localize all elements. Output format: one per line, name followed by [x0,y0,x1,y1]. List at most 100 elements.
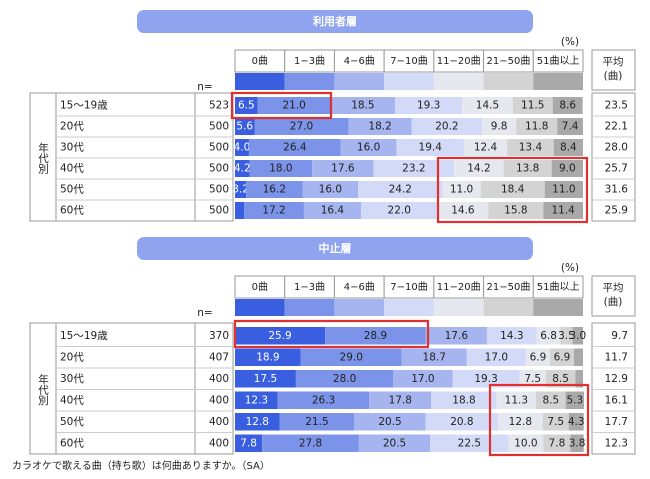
category-label: 40代 [60,163,84,175]
n-value: 500 [209,142,229,154]
bar-segment [235,391,278,409]
bar-segment [466,348,526,366]
value-label: 28.9 [364,330,387,342]
bar-segment [553,139,583,156]
value-label: 20.2 [435,121,458,133]
value-label: 18.5 [351,100,374,112]
legend-swatch [483,299,534,316]
n-value: 400 [209,416,229,428]
bar-segment [544,181,583,198]
avg-header: 平均 [603,282,624,294]
bar-segment [235,370,296,388]
average-label: 25.9 [605,205,628,217]
value-label: 20.5 [383,437,406,449]
average-label: 25.7 [605,163,628,175]
n-value: 400 [209,437,229,449]
legend-swatch [433,299,484,316]
value-label: 27.0 [290,121,313,133]
legend-label: 51曲以上 [537,281,580,293]
value-label: 4.0 [234,142,251,154]
unit-label: (%) [561,262,579,274]
bar-segment [235,181,247,198]
value-label: 5.6 [236,121,253,133]
legend-label: 11−20曲 [437,281,481,293]
value-label: 8.5 [552,373,569,385]
value-label: 20.8 [450,416,473,428]
value-label: 5.3 [566,394,583,406]
bar-segment [235,434,263,452]
bar-segment [442,181,481,198]
bar-segment [463,139,508,156]
bar-segment [277,391,370,409]
value-label: 17.6 [331,163,355,175]
value-label: 22.0 [388,205,411,217]
value-label: 20.5 [378,416,401,428]
value-label: 26.4 [283,142,307,154]
header-cell [532,275,584,299]
bar-segment [279,413,355,431]
n-value: 523 [209,100,229,112]
value-label: 9.8 [491,121,508,133]
value-label: 28.0 [333,373,356,385]
legend-label: 4−6曲 [344,55,375,67]
value-label: 19.4 [419,142,443,154]
value-label: 14.6 [451,205,475,217]
category-label: 50代 [60,416,84,428]
value-label: 7.8 [549,437,566,449]
value-label: 17.2 [262,205,285,217]
value-label: 29.0 [340,351,363,363]
legend-swatch [235,73,285,90]
value-label: 18.9 [256,351,279,363]
bar-segment [312,160,374,177]
value-label: 16.0 [357,142,380,154]
n-value: 500 [209,184,229,196]
value-label: 13.4 [519,142,543,154]
legend-label: 7−10曲 [390,55,427,67]
value-label: 14.3 [500,330,523,342]
average-label: 12.9 [605,373,628,385]
bar-segment [330,97,396,114]
average-label: 22.1 [605,121,628,133]
bar-segment [425,327,487,345]
bar-segment [437,202,489,219]
n-value: 400 [209,394,229,406]
bar-segment [560,327,573,345]
n-value: 500 [209,205,229,217]
value-label: 18.8 [452,394,475,406]
value-label: 12.4 [474,142,498,154]
panel-title: 利用者層 [313,14,357,28]
legend-label: 1−3曲 [294,281,325,293]
bar-segment [565,391,585,409]
bar-segment [254,118,349,135]
bar-segment [549,348,574,366]
bar-segment [486,327,537,345]
title-bar [137,10,533,33]
value-label: 11.8 [525,121,548,133]
value-label: 3.2 [232,184,249,196]
average-label: 23.5 [605,100,628,112]
bar-segment [503,160,552,177]
legend-label: 21−50曲 [487,55,531,67]
avg-header-box [591,275,636,317]
value-label: 18.0 [269,163,292,175]
value-label: 18.4 [501,184,525,196]
legend-swatch [334,299,385,316]
bar-segment [488,202,544,219]
value-label: 15.8 [504,205,527,217]
category-label: 50代 [60,184,84,196]
highlight-box [230,91,333,120]
bar-segment [257,97,331,114]
value-label: 11.5 [521,100,544,112]
value-label: 3.5 [558,330,575,342]
avg-header-box [591,49,636,91]
category-label: 60代 [60,437,84,449]
bar-segment [552,97,583,114]
bar-segment [525,348,550,366]
bar-segment [262,434,359,452]
value-label: 10.0 [514,437,537,449]
value-label: 12.8 [246,416,269,428]
bar-segment [512,97,553,114]
bar-segment [570,434,584,452]
bar-segment [573,348,583,366]
